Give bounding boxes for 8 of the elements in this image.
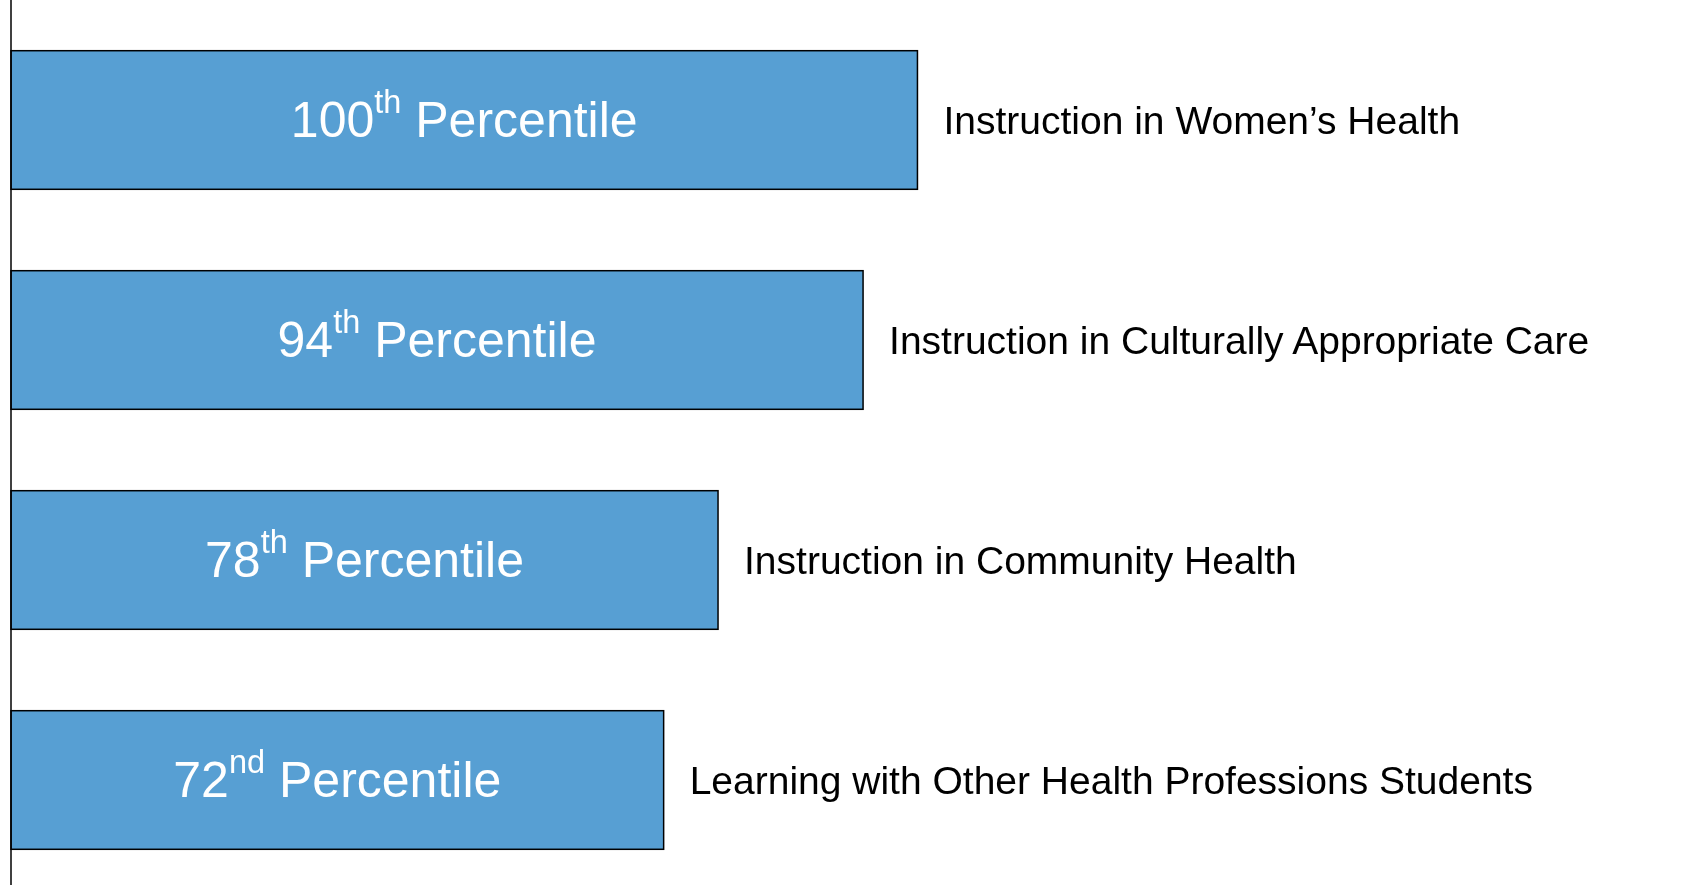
data-label: 72$^{nd}$ Percentile: [173, 744, 502, 808]
y-tick-label: Learning with Other Health Professions Students: [689, 758, 1533, 802]
data-label: 78$^{th}$ Percentile: [205, 524, 524, 588]
y-tick-label: Instruction in Women’s Health: [943, 98, 1461, 142]
data-label: 94$^{th}$ Percentile: [277, 304, 597, 368]
y-tick-label: Instruction in Culturally Appropriate Care: [889, 318, 1590, 362]
y-tick-label: Instruction in Community Health: [744, 538, 1297, 582]
data-label: 100$^{th}$ Percentile: [290, 84, 638, 148]
